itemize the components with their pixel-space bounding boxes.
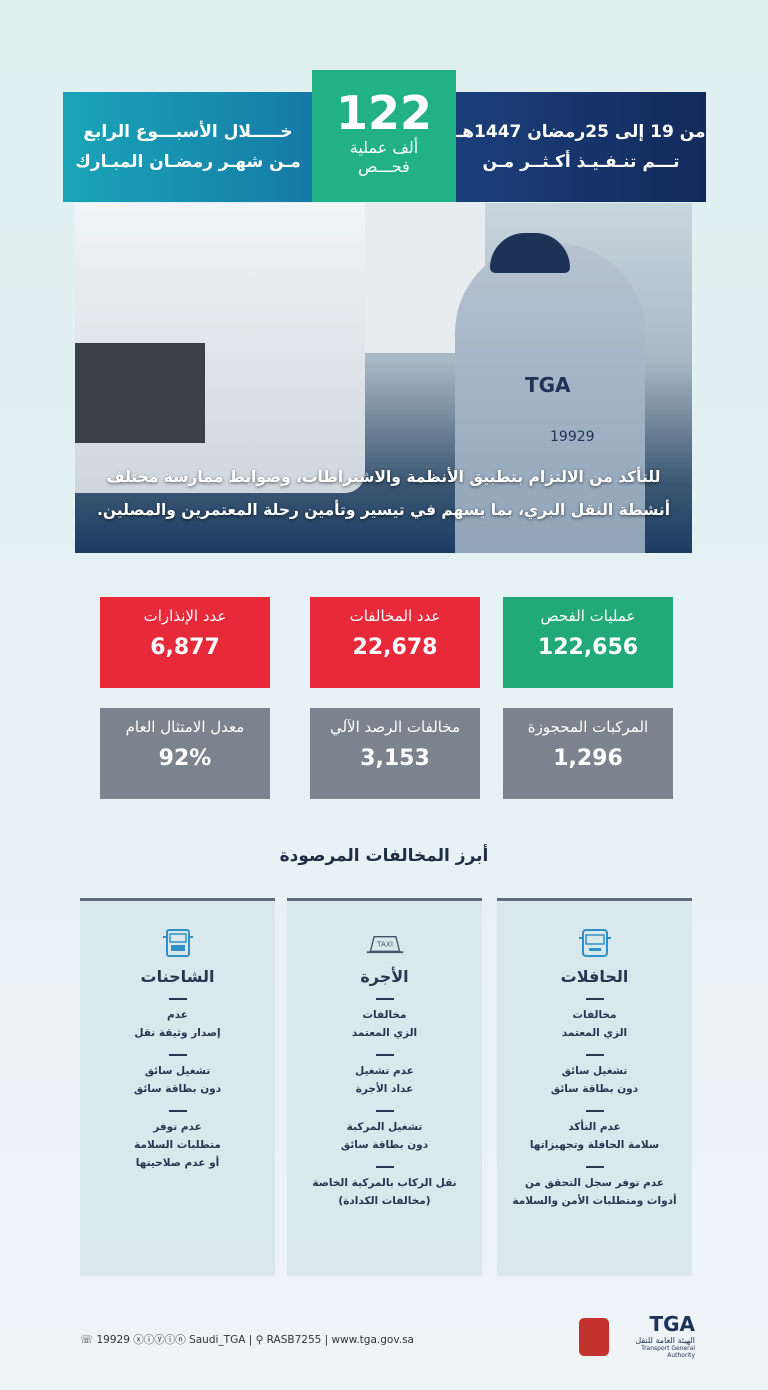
- stat-compliance: معدل الامتثال العام 92%: [100, 708, 270, 799]
- violation-item: مخالفات الزي المعتمد: [497, 998, 692, 1042]
- stat-label: معدل الامتثال العام: [125, 718, 245, 736]
- social-icons[interactable]: ⓧⓘⓨⓘⓝ: [133, 1334, 186, 1346]
- header-week-banner: خـــــلال الأسبـــوع الرابع مـن شهـر رمض…: [63, 92, 313, 202]
- bus-icon: [575, 929, 615, 959]
- violation-item: عدم التأكد سلامة الحافلة وتجهيزاتها: [497, 1110, 692, 1154]
- vest-number: 19929: [550, 429, 595, 445]
- footer-contacts: ☏ 19929 ⓧⓘⓨⓘⓝ Saudi_TGA | ⚲ RASB7255 | w…: [80, 1334, 414, 1346]
- violation-item: عدم إصدار وثيقة نقل: [80, 998, 275, 1042]
- taxi-icon: TAXI: [365, 929, 405, 959]
- violation-item: عدم توفر سجل التحقق من أدوات ومتطلبات الأ…: [497, 1166, 692, 1210]
- svg-text:TAXI: TAXI: [376, 940, 393, 949]
- violation-item: عدم توفر متطلبات السلامة أو عدم صلاحيتها: [80, 1110, 275, 1172]
- footer-website[interactable]: www.tga.gov.sa: [331, 1334, 414, 1346]
- caption-line1: للتأكد من الالتزام بتطبيق الأنظمة والاشت…: [106, 468, 661, 486]
- violation-item: تشغيل المركبة دون بطاقة سائق: [287, 1110, 482, 1154]
- stat-warnings: عدد الإنذارات 6,877: [100, 597, 270, 688]
- stat-label: عدد الإنذارات: [143, 607, 227, 625]
- stat-value: 6,877: [150, 635, 220, 660]
- inspector-image: [455, 243, 645, 553]
- photo-caption: للتأكد من الالتزام بتطبيق الأنظمة والاشت…: [75, 461, 692, 527]
- caption-line2: أنشطة النقل البري، بما يسهم في تيسير وتأ…: [96, 501, 671, 519]
- header-left-line1: خـــــلال الأسبـــوع الرابع: [83, 122, 293, 142]
- stat-value: 92%: [158, 746, 212, 771]
- stat-value: 1,296: [553, 746, 623, 771]
- stat-label: عدد المخالفات: [349, 607, 441, 625]
- hero-photo: TGA 19929 للتأكد من الالتزام بتطبيق الأن…: [75, 203, 692, 553]
- header-count: 122: [335, 86, 433, 140]
- footer-address: RASB7255: [266, 1334, 322, 1346]
- stat-label: المركبات المحجوزة: [527, 718, 649, 736]
- violation-item: عدم تشغيل عداد الأجرة: [287, 1054, 482, 1098]
- truck-grille: [75, 343, 205, 443]
- stat-impounded: المركبات المحجوزة 1,296: [503, 708, 673, 799]
- stat-value: 122,656: [537, 635, 639, 660]
- vest-logo: TGA: [525, 373, 571, 397]
- column-title: الأجرة: [360, 967, 409, 986]
- tga-logo: TGA الهيئة العامة للنقل Transport Genera…: [635, 1312, 695, 1359]
- column-taxi: TAXI الأجرة مخالفات الزي المعتمد عدم تشغي…: [287, 898, 482, 1276]
- header-right-line2: تـــم تنـفـيـذ أكـثــر مـن: [482, 152, 680, 172]
- location-pin-icon: ⚲: [255, 1334, 264, 1346]
- footer-phone[interactable]: 19929: [96, 1334, 130, 1346]
- header-count-sub2: فحـــص: [358, 157, 410, 176]
- stat-label: عمليات الفحص: [540, 607, 636, 625]
- inspector-cap: [490, 233, 570, 273]
- footer-handle[interactable]: Saudi_TGA: [189, 1334, 246, 1346]
- violation-item: مخالفات الزي المعتمد: [287, 998, 482, 1042]
- stat-auto-monitoring: مخالفات الرصد الآلي 3,153: [310, 708, 480, 799]
- column-buses: الحافلات مخالفات الزي المعتمد تشغيل سائق د…: [497, 898, 692, 1276]
- violation-item: نقل الركاب بالمركبة الخاصة (مخالفات الكدا…: [287, 1166, 482, 1210]
- violation-item: تشغيل سائق دون بطاقة سائق: [497, 1054, 692, 1098]
- phone-icon: ☏: [80, 1334, 94, 1346]
- stat-value: 22,678: [352, 635, 438, 660]
- header-count-box: 122 ألف عملية فحـــص: [312, 70, 456, 202]
- header-count-sub1: ألف عملية: [349, 138, 419, 157]
- truck-icon: [158, 929, 198, 959]
- stat-inspections: عمليات الفحص 122,656: [503, 597, 673, 688]
- header-date-banner: من 19 إلى 25رمضان 1447هـ تـــم تنـفـيـذ …: [456, 92, 706, 202]
- section-title: أبرز المخالفات المرصودة: [279, 846, 489, 866]
- stat-violations: عدد المخالفات 22,678: [310, 597, 480, 688]
- header-right-line1: من 19 إلى 25رمضان 1447هـ: [456, 122, 706, 142]
- header-left-line2: مـن شهـر رمضـان المبـارك: [75, 152, 301, 172]
- violation-item: تشغيل سائق دون بطاقة سائق: [80, 1054, 275, 1098]
- emblem-badge: [579, 1318, 609, 1356]
- column-trucks: الشاحنات عدم إصدار وثيقة نقل تشغيل سائق دو…: [80, 898, 275, 1276]
- column-title: الحافلات: [560, 967, 629, 986]
- stat-label: مخالفات الرصد الآلي: [329, 718, 461, 736]
- column-title: الشاحنات: [140, 967, 215, 986]
- stat-value: 3,153: [360, 746, 430, 771]
